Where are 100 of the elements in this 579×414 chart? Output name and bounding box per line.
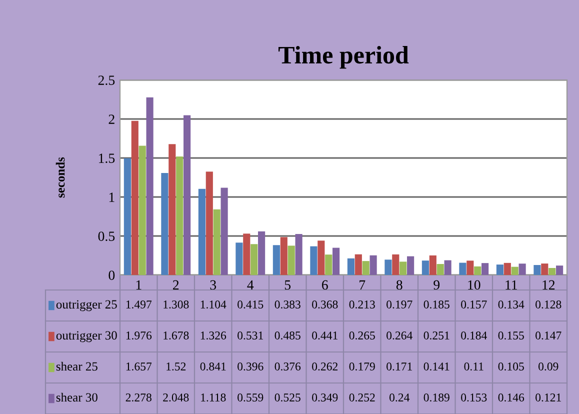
x-tick-label: 6 — [322, 280, 328, 290]
bar — [444, 260, 452, 275]
bar — [429, 255, 436, 275]
y-tick-label: 2.5 — [98, 76, 115, 86]
data-label: 0.134 — [498, 300, 524, 309]
data-label: 0.262 — [312, 362, 338, 371]
bar — [436, 264, 444, 275]
x-tick-label: 3 — [210, 280, 216, 290]
bar — [258, 231, 266, 275]
bar — [138, 146, 146, 275]
bar — [370, 255, 377, 275]
data-label: 1.52 — [166, 362, 186, 371]
data-label: 0.376 — [274, 362, 301, 371]
y-tick-label: 2 — [108, 114, 114, 124]
bar — [534, 265, 541, 275]
bar — [347, 258, 354, 275]
data-label: 0.525 — [274, 393, 300, 402]
data-label: 0.147 — [536, 331, 562, 340]
bar — [236, 242, 243, 275]
y-tick-label: 0.5 — [98, 232, 115, 242]
data-label: 0.349 — [312, 393, 338, 402]
bar — [168, 144, 176, 275]
bar — [176, 156, 184, 275]
y-tick-label: 0 — [108, 270, 115, 280]
bar — [213, 209, 220, 275]
bar — [146, 97, 154, 275]
data-label: 0.252 — [349, 393, 375, 402]
data-label: 1.104 — [200, 300, 226, 309]
bar — [362, 261, 370, 275]
bar — [482, 263, 489, 275]
data-label: 0.105 — [498, 362, 524, 371]
bar — [325, 254, 332, 275]
x-tick-label: 10 — [468, 280, 480, 290]
y-axis-title: seconds — [56, 157, 65, 198]
data-label: 0.559 — [238, 393, 264, 402]
data-label: 0.157 — [461, 300, 487, 309]
data-label: 2.048 — [163, 393, 189, 402]
data-label: 2.278 — [126, 393, 152, 402]
data-label: 0.153 — [461, 393, 487, 402]
bar — [400, 262, 407, 275]
data-label: 0.185 — [424, 300, 450, 309]
data-label: 0.179 — [349, 362, 375, 371]
data-label: 0.184 — [461, 331, 487, 340]
legend-label: outrigger 25 — [56, 300, 117, 312]
legend-label: shear 30 — [56, 392, 98, 402]
data-label: 0.415 — [238, 300, 264, 309]
data-label: 0.368 — [312, 300, 338, 309]
x-tick-label: 4 — [247, 280, 254, 290]
bar — [466, 260, 474, 275]
bar — [280, 237, 288, 275]
bar — [184, 115, 191, 275]
data-label: 0.171 — [386, 362, 412, 371]
data-label: 0.531 — [238, 331, 263, 340]
data-label: 1.657 — [126, 362, 152, 371]
legend-label: shear 25 — [56, 362, 98, 371]
x-tick-label: 2 — [173, 280, 179, 290]
bar — [206, 172, 213, 275]
bar — [354, 254, 362, 275]
bar — [310, 246, 318, 275]
data-label: 0.485 — [274, 331, 300, 340]
x-tick-label: 8 — [396, 280, 402, 290]
bar — [332, 248, 340, 275]
x-tick-label: 1 — [136, 280, 142, 290]
data-label: 1.678 — [164, 331, 189, 340]
bar — [496, 264, 504, 275]
bar — [541, 264, 548, 275]
data-label: 0.264 — [386, 331, 412, 340]
bar — [198, 188, 206, 275]
data-label: 0.141 — [424, 362, 450, 371]
x-tick-label: 9 — [434, 280, 440, 290]
bar — [318, 240, 325, 275]
bar — [250, 244, 258, 275]
data-label: 1.118 — [201, 393, 226, 402]
data-label: 0.265 — [349, 331, 375, 340]
bar — [288, 246, 295, 275]
chart-title: Time period — [278, 46, 409, 69]
bar — [511, 266, 518, 275]
bar — [518, 264, 526, 275]
bar — [161, 172, 168, 275]
bar — [220, 188, 228, 275]
legend-label: outrigger 30 — [56, 331, 117, 342]
bar — [474, 266, 482, 275]
bar — [556, 266, 564, 275]
bar — [124, 158, 131, 275]
data-label: 1.308 — [164, 300, 189, 309]
data-label: 0.189 — [424, 393, 450, 402]
data-label: 0.155 — [498, 331, 524, 340]
x-tick-label: 11 — [506, 280, 517, 290]
bar — [504, 262, 511, 275]
bar — [422, 260, 429, 275]
data-label: 0.09 — [538, 362, 558, 371]
bar — [407, 256, 414, 275]
bar — [131, 120, 138, 275]
data-label: 0.441 — [312, 331, 338, 340]
data-label: 0.146 — [498, 393, 524, 402]
y-tick-label: 1.5 — [99, 154, 115, 164]
data-label: 0.11 — [464, 362, 484, 371]
data-label: 1.976 — [126, 332, 152, 340]
bar — [384, 260, 392, 275]
x-tick-label: 12 — [542, 280, 555, 290]
